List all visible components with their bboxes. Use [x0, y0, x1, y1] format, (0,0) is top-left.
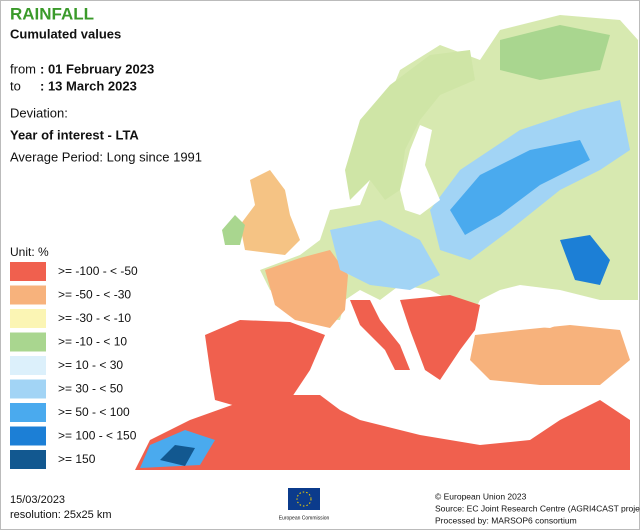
- header: RAINFALL Cumulated values from : 01 Febr…: [10, 4, 202, 164]
- turkey: [470, 325, 630, 385]
- scandinavia: [345, 50, 475, 200]
- legend-swatch: [10, 356, 46, 375]
- date: 15/03/2023: [10, 494, 65, 506]
- africa: [135, 395, 630, 470]
- logo-stars: [296, 491, 312, 507]
- legend-label: >= 30 - < 50: [58, 382, 123, 396]
- mode: Year of interest - LTA: [10, 127, 139, 142]
- green-north: [500, 25, 610, 80]
- wet-morocco-core: [160, 445, 195, 466]
- italy: [350, 300, 410, 370]
- legend-label: >= 100 - < 150: [58, 429, 137, 443]
- uk: [240, 170, 300, 255]
- processed: Processed by: MARSOP6 consortium: [435, 515, 577, 525]
- to-label: to: [10, 78, 21, 93]
- deviation: Deviation:: [10, 105, 68, 120]
- mediterranean: [320, 370, 560, 425]
- legend-swatch: [10, 426, 46, 446]
- source: Source: EC Joint Research Centre (AGRI4C…: [435, 503, 640, 513]
- baltic-sea: [400, 125, 440, 215]
- legend-label: >= -100 - < -50: [58, 264, 138, 278]
- wet-caucasus: [560, 235, 610, 285]
- legend-unit: Unit: %: [10, 245, 49, 259]
- resolution: resolution: 25x25 km: [10, 509, 112, 521]
- title: RAINFALL: [10, 4, 94, 23]
- iberia: [205, 320, 325, 410]
- wet-russia-core: [450, 140, 590, 235]
- map: [135, 15, 638, 470]
- black-sea: [495, 292, 585, 328]
- wet-central: [330, 220, 440, 290]
- logo-text: European Commission: [279, 515, 330, 521]
- legend-swatch: [10, 262, 46, 281]
- copyright: © European Union 2023: [435, 491, 527, 501]
- subtitle: Cumulated values: [10, 26, 121, 41]
- from-label: from: [10, 61, 36, 76]
- to-value: : 13 March 2023: [40, 78, 137, 93]
- period: Average Period: Long since 1991: [10, 149, 202, 164]
- legend: Unit: % >= -100 - < -50 >= -50 - < -30 >= …: [10, 245, 138, 469]
- logo-flag: [288, 488, 320, 510]
- ireland: [222, 215, 245, 245]
- legend-label: >= 50 - < 100: [58, 405, 130, 419]
- footer: 15/03/2023 resolution: 25x25 km European…: [10, 488, 640, 525]
- legend-swatch: [10, 285, 46, 305]
- france: [265, 250, 348, 328]
- legend-label: >= 10 - < 30: [58, 358, 123, 372]
- legend-swatch: [10, 450, 46, 469]
- balkans: [400, 295, 480, 380]
- legend-swatch: [10, 379, 46, 399]
- legend-swatch: [10, 332, 46, 352]
- legend-label: >= -50 - < -30: [58, 288, 131, 302]
- legend-label: >= -10 - < 10: [58, 335, 127, 349]
- from-value: : 01 February 2023: [40, 61, 154, 76]
- legend-swatch: [10, 403, 46, 422]
- legend-swatch: [10, 309, 46, 328]
- legend-label: >= -30 - < -10: [58, 311, 131, 325]
- legend-label: >= 150: [58, 452, 96, 466]
